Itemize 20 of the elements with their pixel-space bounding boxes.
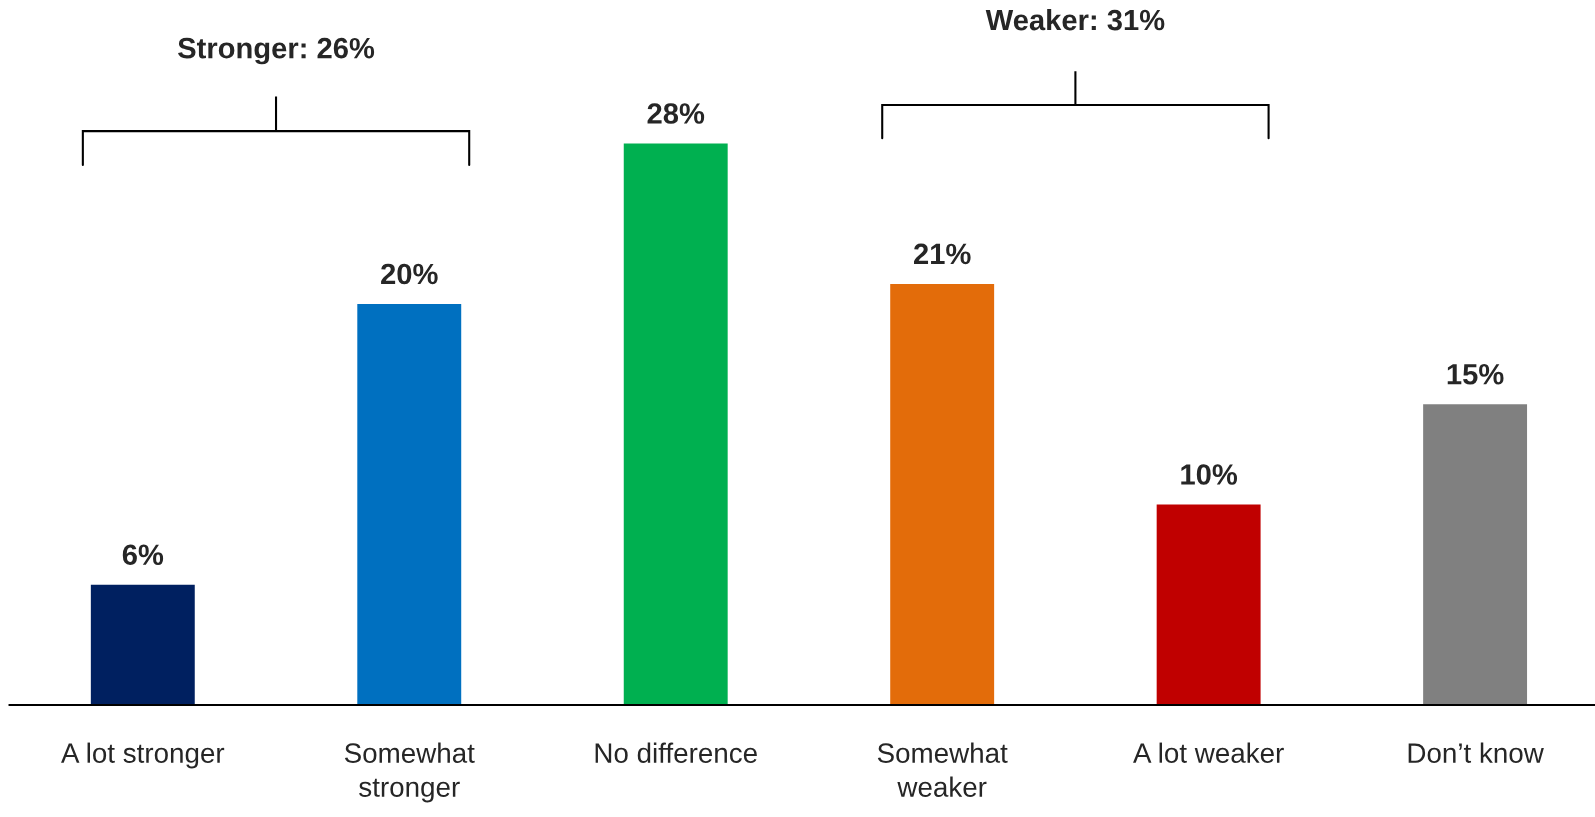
bar [1423,404,1528,706]
bar [1156,504,1261,706]
text: Stronger: 26% [178,37,375,65]
data-label: 15% [1447,363,1504,385]
data-label: 28% [647,103,705,124]
x-tick-label: A lot stronger [61,742,225,769]
text: Weaker: 31% [985,8,1165,31]
data-label: 10% [1181,464,1238,485]
x-tick-label: Somewhat weaker [877,742,1008,797]
x-tick-label: A lot weaker [1133,742,1284,763]
data-label: 21% [914,243,971,265]
bar [90,584,195,706]
data-label: 6% [122,544,164,566]
x-tick-label: Somewhat stronger [344,742,475,803]
bar [623,143,728,706]
bar [890,283,995,706]
data-label: 20% [381,263,438,285]
bar [357,303,462,706]
x-tick-label: No difference [595,742,757,763]
x-tick-label: Don’t know [1408,742,1544,763]
